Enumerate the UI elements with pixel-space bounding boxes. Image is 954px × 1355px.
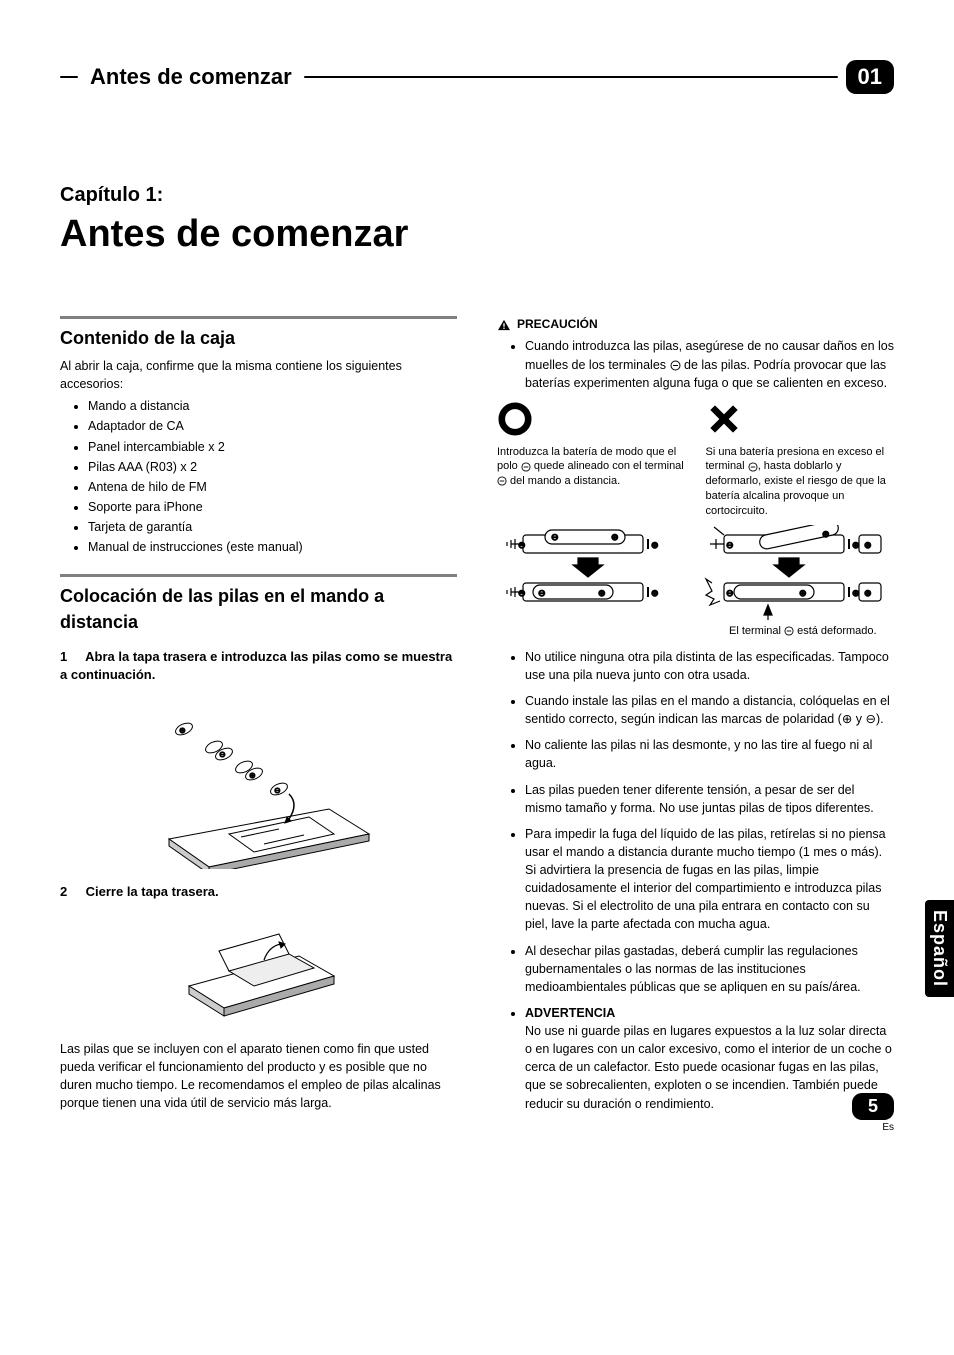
svg-text:⊖: ⊖ <box>518 540 526 550</box>
list-item: Tarjeta de garantía <box>88 518 457 536</box>
list-item: No caliente las pilas ni las desmonte, y… <box>525 736 894 772</box>
section-rule <box>60 316 457 319</box>
svg-text:⊖: ⊖ <box>518 588 526 598</box>
advert-label: ADVERTENCIA <box>525 1006 615 1020</box>
caution-label: PRECAUCIÓN <box>517 316 598 333</box>
battery-diagram-ok: ⊖ ⊖ ⊕ ⊕ ⊖ <box>497 525 684 640</box>
bad-caption: Si una batería presiona en exceso el ter… <box>706 445 895 519</box>
list-item: Adaptador de CA <box>88 417 457 435</box>
box-heading: Contenido de la caja <box>60 325 457 351</box>
svg-text:⊕: ⊕ <box>864 588 872 598</box>
svg-text:⊕: ⊕ <box>249 771 256 780</box>
running-title: Antes de comenzar <box>78 64 304 90</box>
list-item: Cuando introduzca las pilas, asegúrese d… <box>525 337 894 391</box>
advert-text: No use ni guarde pilas en lugares expues… <box>525 1024 892 1111</box>
svg-text:⊖: ⊖ <box>274 786 281 795</box>
step-text: Cierre la tapa trasera. <box>86 884 219 899</box>
minus-terminal-icon <box>497 476 507 486</box>
caution-header: PRECAUCIÓN <box>497 316 894 333</box>
minus-terminal-icon <box>670 360 681 371</box>
battery-heading: Colocación de las pilas en el mando a di… <box>60 583 457 635</box>
svg-text:⊖: ⊖ <box>726 540 734 550</box>
caution-bullet-list: No utilice ninguna otra pila distinta de… <box>497 648 894 1113</box>
minus-terminal-icon <box>748 462 758 472</box>
remote-close-figure <box>60 916 457 1026</box>
ok-caption: Introduzca la batería de modo que el pol… <box>497 445 686 490</box>
svg-text:⊖: ⊖ <box>726 588 734 598</box>
language-tab: Español <box>925 900 954 997</box>
list-item: Panel intercambiable x 2 <box>88 438 457 456</box>
page-lang: Es <box>852 1122 894 1133</box>
battery-icon-row: Introduzca la batería de modo que el pol… <box>497 402 894 519</box>
svg-text:⊖: ⊖ <box>551 532 559 542</box>
list-item: Soporte para iPhone <box>88 498 457 516</box>
chapter-badge: 01 <box>846 60 894 94</box>
svg-text:⊕: ⊕ <box>651 540 659 550</box>
list-item: ADVERTENCIA No use ni guarde pilas en lu… <box>525 1004 894 1113</box>
list-item: Antena de hilo de FM <box>88 478 457 496</box>
list-item: Para impedir la fuga del líquido de las … <box>525 825 894 934</box>
running-header: Antes de comenzar 01 <box>60 60 894 94</box>
minus-terminal-icon <box>784 626 794 636</box>
step-number: 2 <box>60 883 82 902</box>
battery-note: Las pilas que se incluyen con el aparato… <box>60 1040 457 1113</box>
right-column: PRECAUCIÓN Cuando introduzca las pilas, … <box>497 316 894 1123</box>
battery-ok-col: Introduzca la batería de modo que el pol… <box>497 402 686 519</box>
page-footer: 5 Es <box>852 1093 894 1133</box>
svg-text:⊕: ⊕ <box>651 588 659 598</box>
svg-text:⊕: ⊕ <box>611 532 619 542</box>
chapter-title: Antes de comenzar <box>60 213 894 256</box>
list-item: Al desechar pilas gastadas, deberá cumpl… <box>525 942 894 996</box>
battery-diagram-row: ⊖ ⊖ ⊕ ⊕ ⊖ <box>497 525 894 640</box>
svg-text:⊕: ⊕ <box>799 588 807 598</box>
step-number: 1 <box>60 648 82 667</box>
ok-circle-icon <box>497 402 533 436</box>
list-item: Pilas AAA (R03) x 2 <box>88 458 457 476</box>
deformed-caption: El terminal está deformado. <box>679 624 919 640</box>
step-text: Abra la tapa trasera e introduzca las pi… <box>60 649 452 683</box>
chapter-label: Capítulo 1: <box>60 184 894 207</box>
box-intro: Al abrir la caja, confirme que la misma … <box>60 357 457 393</box>
header-line-left <box>60 76 78 78</box>
battery-diagram-bad: ⊖ ⊕ ⊕ ⊕ ⊖ <box>704 525 894 640</box>
svg-text:⊕: ⊕ <box>864 540 872 550</box>
list-item: No utilice ninguna otra pila distinta de… <box>525 648 894 684</box>
minus-terminal-icon <box>521 462 531 472</box>
warning-icon <box>497 319 511 331</box>
svg-text:⊕: ⊕ <box>598 588 606 598</box>
bad-x-icon <box>706 402 742 436</box>
page-number-badge: 5 <box>852 1093 894 1120</box>
svg-text:⊖: ⊖ <box>538 588 546 598</box>
list-item: Manual de instrucciones (este manual) <box>88 538 457 556</box>
caution-first-list: Cuando introduzca las pilas, asegúrese d… <box>497 337 894 391</box>
battery-bad-col: Si una batería presiona en exceso el ter… <box>706 402 895 519</box>
svg-text:⊖: ⊖ <box>219 750 226 759</box>
step-1: 1 Abra la tapa trasera e introduzca las … <box>60 648 457 686</box>
svg-text:⊕: ⊕ <box>179 726 186 735</box>
remote-open-figure: ⊕ ⊖ ⊕ ⊖ <box>60 699 457 869</box>
step-2: 2 Cierre la tapa trasera. <box>60 883 457 902</box>
list-item: Cuando instale las pilas en el mando a d… <box>525 692 894 728</box>
box-contents-list: Mando a distancia Adaptador de CA Panel … <box>60 397 457 556</box>
header-line-right <box>304 76 838 78</box>
list-item: Mando a distancia <box>88 397 457 415</box>
svg-text:⊕: ⊕ <box>822 529 830 539</box>
left-column: Contenido de la caja Al abrir la caja, c… <box>60 316 457 1123</box>
section-rule <box>60 574 457 577</box>
list-item: Las pilas pueden tener diferente tensión… <box>525 781 894 817</box>
